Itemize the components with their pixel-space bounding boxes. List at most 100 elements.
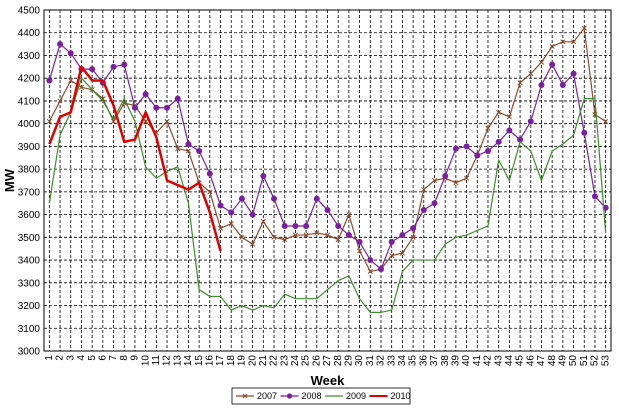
data-point-2007 [314,230,320,236]
data-point-2008 [164,104,171,111]
series-2010 [48,65,222,252]
series-line-2009 [48,77,607,313]
x-axis-title: Week [311,373,345,388]
data-point-2007 [571,39,577,45]
data-point-2008 [399,232,406,239]
x-tick-label: 8 [119,355,130,361]
data-point-2008 [484,147,491,154]
data-point-2007 [239,234,245,240]
x-tick-label: 44 [504,355,515,367]
x-tick-label: 47 [536,355,547,367]
x-tick-label: 39 [451,355,462,367]
x-tick-label: 13 [172,355,183,367]
data-point-2008 [238,195,245,202]
x-tick-label: 40 [461,355,472,367]
data-point-2007 [517,80,523,86]
x-tick-label: 30 [354,355,365,367]
data-point-2008 [410,225,417,232]
legend-item-2008: 2008 [280,391,322,401]
data-point-2007 [260,218,266,224]
data-point-2007 [549,43,555,49]
x-tick-label: 14 [183,355,194,367]
y-tick-label: 4300 [18,51,41,62]
data-point-2008 [474,152,481,159]
data-point-2007 [228,221,234,227]
data-point-2008 [228,209,235,216]
data-point-2007 [431,177,438,184]
data-point-2007 [528,71,534,77]
x-tick-label: 33 [386,355,397,367]
x-tick-label: 20 [247,355,258,367]
x-tick-label: 35 [408,355,419,367]
x-tick-label: 34 [397,355,408,367]
y-tick-label: 4400 [18,28,41,39]
data-point-2007 [603,118,609,124]
data-point-2008 [452,145,459,152]
data-point-2007 [250,241,256,247]
data-point-2008 [303,222,310,229]
x-tick-label: 4 [76,355,87,361]
data-point-2007 [357,248,363,254]
legend-item-2010: 2010 [369,391,411,401]
y-tick-label: 3400 [18,256,41,267]
data-point-2008 [121,61,128,68]
data-point-2008 [292,222,299,229]
data-point-2008 [217,202,224,209]
x-axis-ticks: 1 2 3 4 5 6 7 8 9 10 11 12 13 14 15 16 17 18 19 20 21 22 23 24 2… [44,355,611,367]
legend-box [231,387,411,405]
x-tick-label: 45 [515,355,526,367]
data-point-2008 [559,82,566,89]
data-point-2008 [581,129,588,136]
data-point-2007 [271,234,277,240]
data-point-2008 [591,193,598,200]
x-tick-label: 9 [130,355,141,361]
data-point-2008 [538,82,545,89]
data-point-2008 [89,66,96,73]
data-point-2007 [57,98,63,104]
data-point-2007 [485,125,491,131]
legend-label: 2010 [391,391,411,401]
data-point-2007 [538,59,545,65]
data-point-2007 [207,189,213,195]
x-tick-label: 52 [590,355,601,367]
data-point-2007 [389,252,395,259]
x-tick-label: 6 [97,355,108,361]
x-tick-label: 21 [258,355,269,367]
data-point-2007 [143,118,149,124]
x-tick-label: 10 [140,355,151,367]
x-tick-label: 17 [215,355,226,367]
data-point-2008 [549,61,556,68]
data-point-2007 [421,187,427,193]
data-point-2008 [174,95,181,102]
data-point-2007 [560,39,566,45]
data-point-2008 [142,91,149,98]
legend-label: 2008 [302,391,322,401]
legend-item-2009: 2009 [325,391,366,401]
data-point-2008 [110,63,117,70]
data-point-2008 [506,127,513,134]
data-point-2008 [570,70,577,77]
legend-item-2007: 2007 [236,391,277,401]
x-tick-label: 24 [290,355,301,367]
data-point-2008 [67,50,74,57]
data-point-2008 [356,238,363,245]
data-point-2008 [313,195,320,202]
x-tick-label: 23 [279,355,290,367]
data-point-2007 [175,146,181,152]
x-tick-label: 41 [472,355,483,367]
data-point-2008 [517,136,524,143]
x-tick-label: 18 [226,355,237,367]
data-point-2007 [324,232,331,238]
data-point-2007 [164,118,170,124]
y-tick-label: 3900 [18,142,41,153]
data-point-2008 [431,200,438,207]
data-point-2008 [324,207,331,214]
x-tick-label: 16 [204,355,215,367]
x-tick-label: 29 [344,355,355,367]
data-point-2007 [217,225,224,231]
legend-label: 2007 [257,391,277,401]
x-tick-label: 3 [65,355,76,361]
data-point-2008 [335,222,342,229]
series-2009 [48,77,607,313]
